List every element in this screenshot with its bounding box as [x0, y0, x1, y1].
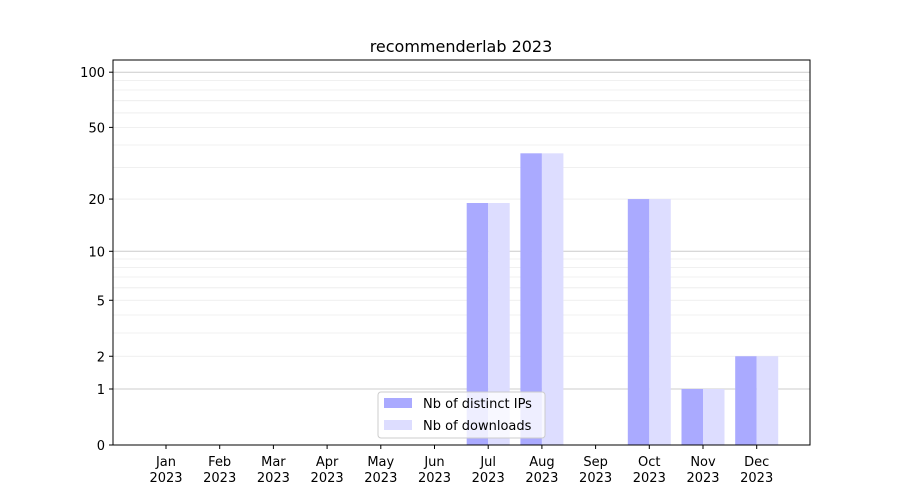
- legend-swatch-downloads: [384, 420, 412, 430]
- axes-frame: [112, 59, 811, 446]
- bar-distinct-ips: [627, 199, 650, 445]
- x-tick-label: Dec 2023: [740, 455, 773, 486]
- x-tick-label: Mar 2023: [257, 455, 290, 486]
- x-tick-label: Sep 2023: [579, 455, 612, 486]
- x-tick-label: Jul 2023: [472, 455, 505, 486]
- y-tick-label: 1: [97, 383, 105, 398]
- bar-distinct-ips: [520, 153, 542, 445]
- legend: Nb of distinct IPs Nb of downloads: [377, 391, 546, 439]
- x-tick-label: Feb 2023: [203, 455, 236, 486]
- x-tick-label: May 2023: [364, 455, 397, 486]
- y-tick-label: 20: [88, 193, 105, 208]
- x-tick-label: Oct 2023: [633, 455, 666, 486]
- bar-downloads: [488, 203, 510, 445]
- bar-distinct-ips: [735, 356, 757, 445]
- chart-title: recommenderlab 2023: [370, 37, 553, 56]
- x-tick-label: Apr 2023: [311, 455, 344, 486]
- y-tick-label: 100: [80, 66, 105, 81]
- x-tick-label: Jan 2023: [149, 455, 182, 486]
- y-tick-label: 2: [97, 350, 105, 365]
- bar-downloads: [541, 153, 564, 445]
- y-tick-label: 10: [88, 245, 105, 260]
- x-tick-label: Aug 2023: [525, 455, 558, 486]
- bar-downloads: [756, 356, 779, 445]
- x-tick-label: Jun 2023: [418, 455, 451, 486]
- y-tick-label: 0: [97, 439, 105, 454]
- bar-distinct-ips: [466, 203, 489, 445]
- bar-downloads: [649, 199, 671, 445]
- legend-label-downloads: Nb of downloads: [423, 419, 532, 434]
- legend-swatch-ips: [384, 398, 412, 408]
- bar-distinct-ips: [681, 389, 703, 445]
- legend-label-ips: Nb of distinct IPs: [423, 397, 532, 412]
- y-tick-label: 50: [88, 121, 105, 136]
- x-tick-label: Nov 2023: [686, 455, 719, 486]
- bar-downloads: [703, 389, 725, 445]
- y-tick-label: 5: [97, 294, 105, 309]
